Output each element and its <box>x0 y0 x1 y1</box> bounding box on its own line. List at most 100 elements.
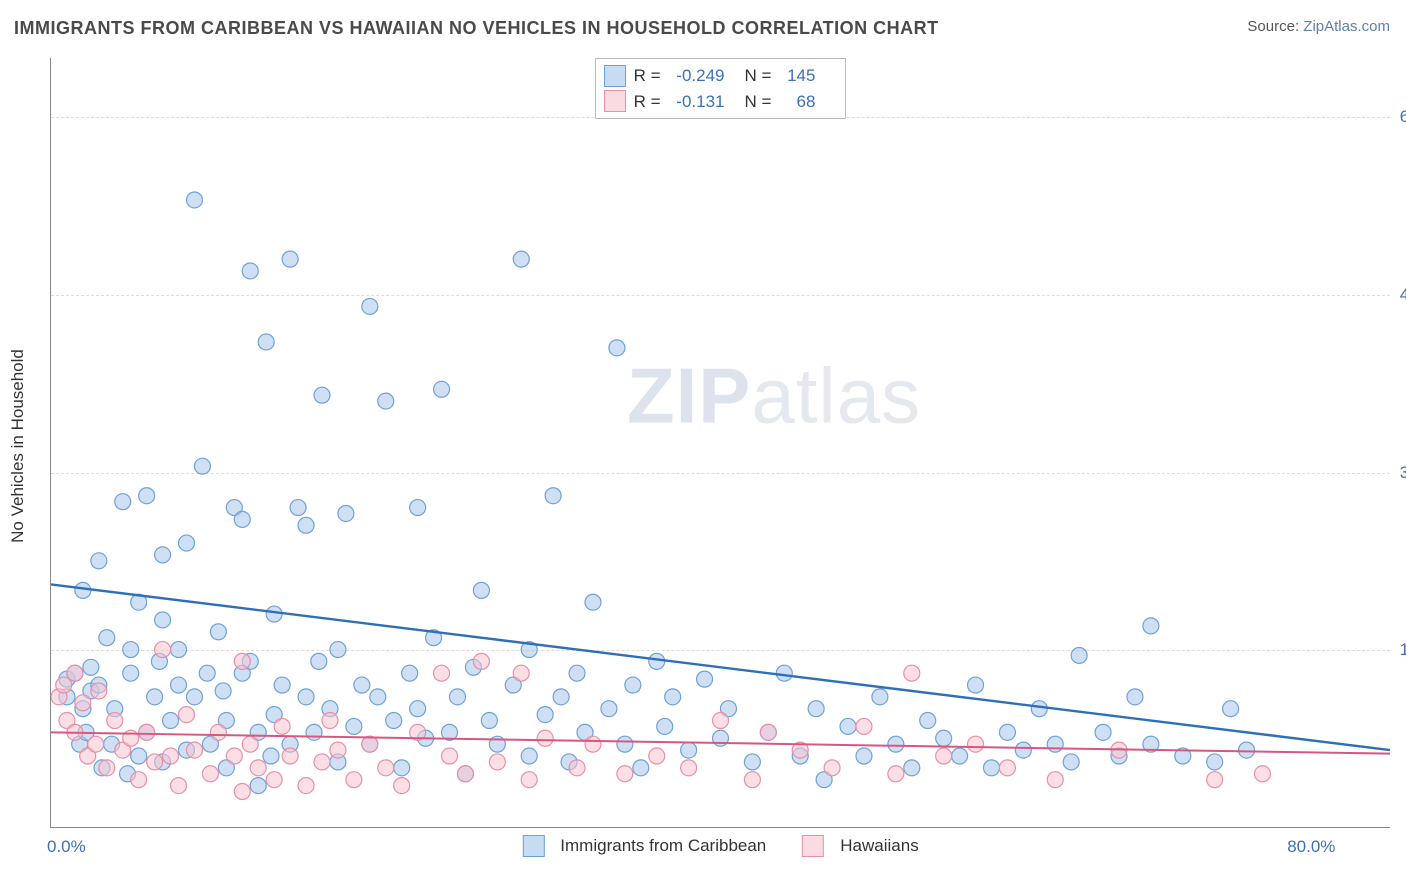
data-point-hawaiian <box>1254 766 1270 782</box>
data-point-hawaiian <box>585 736 601 752</box>
data-point-caribbean <box>123 665 139 681</box>
data-point-caribbean <box>968 677 984 693</box>
data-point-caribbean <box>449 689 465 705</box>
data-point-hawaiian <box>760 724 776 740</box>
data-point-caribbean <box>155 612 171 628</box>
data-point-caribbean <box>394 760 410 776</box>
data-point-caribbean <box>513 251 529 267</box>
data-point-hawaiian <box>266 772 282 788</box>
data-point-caribbean <box>338 505 354 521</box>
data-point-caribbean <box>115 494 131 510</box>
stats-row-hawaiian: R = -0.131 N = 68 <box>604 89 836 115</box>
data-point-caribbean <box>139 488 155 504</box>
data-point-caribbean <box>131 748 147 764</box>
data-point-caribbean <box>266 606 282 622</box>
data-point-caribbean <box>410 500 426 516</box>
data-point-hawaiian <box>888 766 904 782</box>
swatch-hawaiian <box>604 90 626 112</box>
r-value-caribbean: -0.249 <box>665 63 725 89</box>
legend-item-caribbean: Immigrants from Caribbean <box>522 835 766 857</box>
r-label: R = <box>634 63 661 89</box>
data-point-hawaiian <box>99 760 115 776</box>
data-point-caribbean <box>402 665 418 681</box>
data-point-caribbean <box>311 653 327 669</box>
legend-label-caribbean: Immigrants from Caribbean <box>560 836 766 856</box>
data-point-caribbean <box>657 718 673 734</box>
data-point-caribbean <box>346 718 362 734</box>
data-point-caribbean <box>155 547 171 563</box>
data-point-caribbean <box>553 689 569 705</box>
n-value-caribbean: 145 <box>775 63 815 89</box>
data-point-caribbean <box>194 458 210 474</box>
data-point-caribbean <box>840 718 856 734</box>
data-point-hawaiian <box>163 748 179 764</box>
data-point-caribbean <box>999 724 1015 740</box>
data-point-caribbean <box>481 713 497 729</box>
data-point-caribbean <box>83 659 99 675</box>
data-point-caribbean <box>569 665 585 681</box>
data-point-caribbean <box>298 689 314 705</box>
data-point-caribbean <box>434 381 450 397</box>
source-attribution: Source: ZipAtlas.com <box>1247 18 1390 35</box>
n-value-hawaiian: 68 <box>775 89 815 115</box>
data-point-caribbean <box>290 500 306 516</box>
data-point-hawaiian <box>131 772 147 788</box>
y-tick-label: 45.0% <box>1400 285 1406 305</box>
data-point-caribbean <box>1239 742 1255 758</box>
data-point-caribbean <box>473 582 489 598</box>
data-point-caribbean <box>1047 736 1063 752</box>
data-point-caribbean <box>242 263 258 279</box>
data-point-hawaiian <box>186 742 202 758</box>
data-point-caribbean <box>601 701 617 717</box>
data-point-hawaiian <box>242 736 258 752</box>
data-point-caribbean <box>872 689 888 705</box>
data-point-caribbean <box>298 517 314 533</box>
y-tick-label: 30.0% <box>1400 463 1406 483</box>
data-point-hawaiian <box>394 778 410 794</box>
data-point-caribbean <box>186 192 202 208</box>
data-point-hawaiian <box>298 778 314 794</box>
y-tick-label: 60.0% <box>1400 107 1406 127</box>
data-point-caribbean <box>354 677 370 693</box>
scatter-svg <box>51 58 1390 827</box>
data-point-hawaiian <box>936 748 952 764</box>
data-point-caribbean <box>171 642 187 658</box>
data-point-caribbean <box>585 594 601 610</box>
r-value-hawaiian: -0.131 <box>665 89 725 115</box>
data-point-caribbean <box>314 387 330 403</box>
data-point-caribbean <box>808 701 824 717</box>
data-point-hawaiian <box>139 724 155 740</box>
data-point-hawaiian <box>330 742 346 758</box>
legend-label-hawaiian: Hawaiians <box>840 836 918 856</box>
data-point-hawaiian <box>681 760 697 776</box>
data-point-caribbean <box>776 665 792 681</box>
data-point-caribbean <box>163 713 179 729</box>
data-point-hawaiian <box>473 653 489 669</box>
data-point-caribbean <box>274 677 290 693</box>
data-point-hawaiian <box>442 748 458 764</box>
data-point-caribbean <box>410 701 426 717</box>
data-point-hawaiian <box>210 724 226 740</box>
data-point-caribbean <box>545 488 561 504</box>
data-point-hawaiian <box>274 718 290 734</box>
data-point-hawaiian <box>1207 772 1223 788</box>
data-point-caribbean <box>952 748 968 764</box>
data-point-caribbean <box>250 778 266 794</box>
data-point-caribbean <box>983 760 999 776</box>
data-point-caribbean <box>1031 701 1047 717</box>
data-point-caribbean <box>378 393 394 409</box>
data-point-caribbean <box>936 730 952 746</box>
data-point-caribbean <box>99 630 115 646</box>
data-point-caribbean <box>186 689 202 705</box>
data-point-hawaiian <box>378 760 394 776</box>
data-point-hawaiian <box>107 713 123 729</box>
data-point-caribbean <box>75 582 91 598</box>
source-link[interactable]: ZipAtlas.com <box>1303 18 1390 35</box>
data-point-caribbean <box>362 298 378 314</box>
swatch-caribbean-icon <box>522 835 544 857</box>
data-point-hawaiian <box>226 748 242 764</box>
x-tick-label: 0.0% <box>47 837 86 857</box>
data-point-caribbean <box>91 553 107 569</box>
data-point-caribbean <box>147 689 163 705</box>
data-point-caribbean <box>123 642 139 658</box>
